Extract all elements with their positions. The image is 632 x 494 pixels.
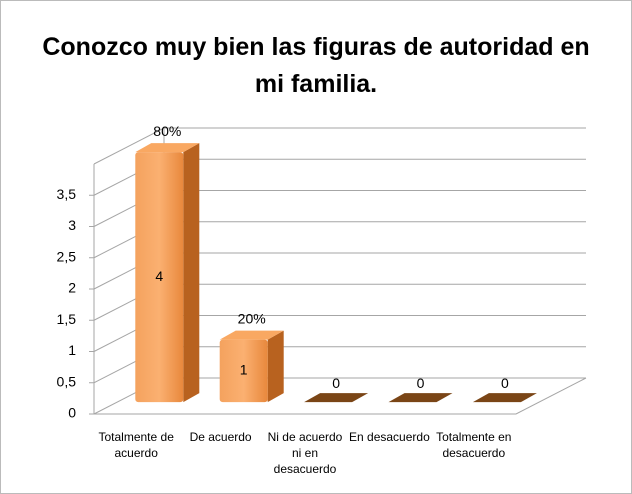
percent-label: 80% [153, 123, 181, 139]
x-tick-label: En desacuerdo [349, 430, 430, 444]
bar [135, 152, 184, 403]
x-tick-label: Totalmente de acuerdo [98, 430, 174, 460]
bar [219, 330, 284, 340]
data-label: 0 [417, 375, 425, 391]
y-tick-label: 1,5 [57, 311, 77, 327]
y-tick-label: 2 [68, 280, 76, 296]
floor [94, 377, 587, 415]
bar [304, 393, 369, 403]
data-label: 0 [332, 375, 340, 391]
percent-label: 20% [238, 310, 266, 326]
y-tick-label: 0,5 [57, 373, 77, 389]
x-tick-label: Ni de acuerdo ni en desacuerdo [267, 430, 343, 476]
x-tick-label: Totalmente en desacuerdo [436, 430, 512, 460]
bar [135, 143, 200, 153]
y-tick-label: 1 [68, 342, 76, 358]
wall-top [93, 127, 586, 165]
x-tick-label: De acuerdo [189, 430, 252, 444]
data-label: 4 [155, 268, 163, 284]
bar [388, 393, 453, 403]
bar [183, 143, 200, 403]
data-label: 1 [240, 362, 248, 378]
bar [267, 330, 284, 403]
y-tick-label: 3 [68, 217, 76, 233]
bar [472, 393, 537, 403]
bar [219, 339, 268, 403]
y-tick-label: 3,5 [57, 186, 77, 202]
y-tick-label: 0 [68, 405, 76, 421]
y-tick-label: 2,5 [57, 248, 77, 264]
chart-title: Conozco muy bien las figuras de autorida… [42, 33, 590, 98]
data-label: 0 [501, 375, 509, 391]
